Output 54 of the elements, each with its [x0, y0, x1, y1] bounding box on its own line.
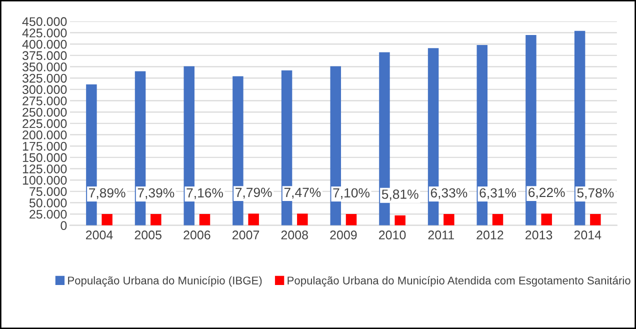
annotation: 7,10%: [333, 188, 370, 200]
bar: [444, 214, 454, 226]
x-tick-label: 2006: [184, 230, 210, 240]
y-tick-label: 325.000: [22, 74, 67, 83]
bar: [199, 214, 210, 226]
x-tick-label: 2007: [232, 230, 260, 240]
x-tick-label: 2009: [330, 230, 357, 240]
y-tick-label: 300.000: [22, 85, 67, 94]
y-tick-label: 150.000: [22, 153, 67, 162]
bar: [346, 214, 357, 226]
bar: [102, 214, 112, 226]
y-tick-label: 100.000: [22, 176, 67, 185]
y-tick-label: 450.000: [22, 17, 67, 26]
bar: [297, 214, 308, 226]
bar: [590, 214, 601, 226]
annotation: 6,31%: [480, 188, 516, 200]
y-tick-label: 350.000: [22, 62, 67, 72]
bar: [394, 215, 406, 226]
x-tick-label: 2011: [428, 230, 454, 240]
y-tick-label: 225.000: [22, 119, 67, 128]
bar: [541, 214, 552, 226]
bar: [150, 214, 162, 226]
bar: [492, 214, 504, 226]
y-tick-label: 400.000: [22, 40, 67, 49]
y-tick-label: 75.000: [30, 187, 67, 196]
y-tick-label: 175.000: [22, 142, 67, 151]
annotation: 7,89%: [89, 188, 126, 200]
bar: [248, 214, 259, 226]
y-tick-label: 50.000: [29, 198, 67, 208]
annotation: 7,79%: [236, 188, 272, 199]
x-tick-label: 2005: [134, 230, 162, 240]
annotation: 5,78%: [577, 188, 614, 200]
y-tick-label: 0: [60, 221, 67, 230]
annotation: 5,81%: [382, 190, 418, 200]
y-tick-label: 375.000: [22, 51, 67, 60]
legend-label: População Urbana do Município Atendida com Esgotamento Sanitário: [288, 276, 630, 287]
annotation: 6,22%: [528, 188, 565, 199]
x-tick-label: 2012: [476, 230, 504, 240]
y-tick-label: 125.000: [22, 164, 67, 174]
x-tick-label: 2004: [86, 230, 113, 240]
legend-label: População Urbana do Município (IBGE): [68, 276, 262, 287]
y-tick-label: 200.000: [22, 130, 67, 140]
y-tick-label: 275.000: [22, 96, 67, 106]
x-tick-label: 2013: [526, 230, 552, 240]
x-tick-label: 2010: [379, 230, 406, 240]
annotation: 7,16%: [186, 188, 223, 200]
y-tick-label: 425.000: [22, 28, 67, 38]
annotation: 6,33%: [430, 188, 468, 200]
x-tick-label: 2008: [281, 230, 308, 240]
x-tick-label: 2014: [574, 230, 602, 240]
annotation: 7,39%: [138, 188, 174, 200]
annotation: 7,47%: [284, 188, 321, 199]
y-tick-label: 250.000: [22, 108, 67, 117]
y-tick-label: 25.000: [30, 210, 67, 219]
